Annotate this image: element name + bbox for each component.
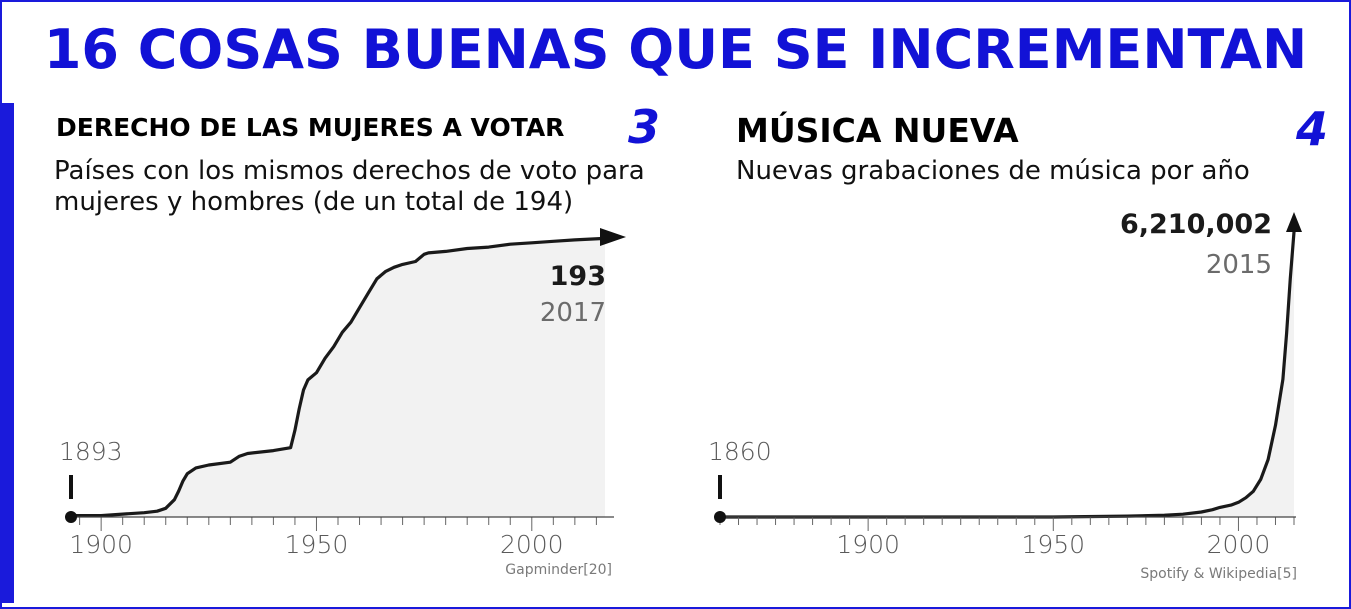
area-fill [71, 238, 605, 517]
end-year-label: 2015 [1206, 250, 1272, 280]
panel-title-new-music: MÚSICA NUEVA [736, 111, 1019, 150]
left-accent-bar [0, 103, 14, 603]
x-tick-label: 1950 [1021, 530, 1085, 559]
end-arrow [600, 228, 626, 246]
start-dot [714, 511, 726, 523]
x-tick-label: 1900 [69, 530, 133, 559]
panel-subtitle-women-vote-line1: Países con los mismos derechos de voto p… [54, 156, 645, 186]
panel-number-3: 3 [628, 100, 661, 154]
x-tick-label: 2000 [500, 530, 564, 559]
series-line [718, 230, 1296, 519]
panel-subtitle-new-music: Nuevas grabaciones de música por año [736, 156, 1250, 186]
panel-title-women-vote: DERECHO DE LAS MUJERES A VOTAR [56, 113, 565, 142]
page-title: 16 COSAS BUENAS QUE SE INCREMENTAN [43, 18, 1308, 81]
end-arrow [1286, 212, 1302, 232]
x-tick-label: 1950 [285, 530, 349, 559]
source-label: Spotify & Wikipedia[5] [1140, 566, 1297, 582]
panel-number-4: 4 [1296, 102, 1329, 156]
panel-subtitle-women-vote-line2: mujeres y hombres (de un total de 194) [54, 187, 574, 217]
start-label: 1893 [59, 437, 123, 466]
series-line [69, 235, 608, 518]
end-year-label: 2017 [540, 298, 606, 328]
end-value-label: 193 [550, 261, 606, 292]
start-label: 1860 [708, 437, 772, 466]
source-label: Gapminder[20] [505, 562, 612, 578]
x-tick-label: 2000 [1207, 530, 1271, 559]
x-tick-label: 1900 [836, 530, 900, 559]
end-value-label: 6,210,002 [1120, 209, 1272, 240]
start-dot [65, 511, 77, 523]
